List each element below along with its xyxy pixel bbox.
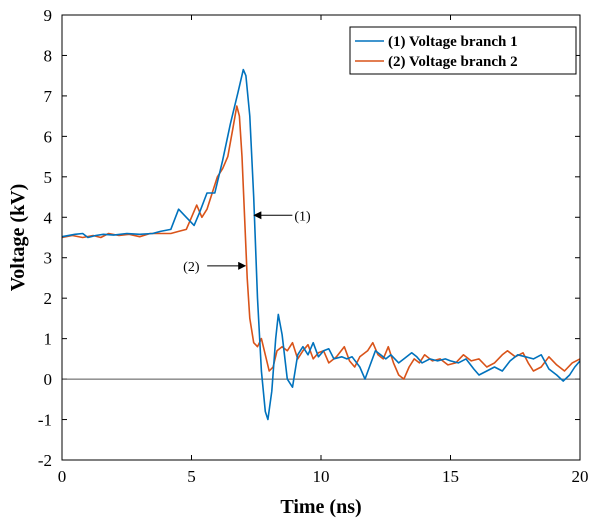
- y-tick-label: 1: [44, 330, 53, 349]
- x-tick-label: 20: [572, 467, 589, 486]
- x-tick-label: 10: [313, 467, 330, 486]
- annotation-layer: (1) (2): [183, 209, 311, 275]
- x-tick-label: 15: [442, 467, 459, 486]
- axis-ticks: 0 5 10 15 20 -2 -1 0 1 2 3 4 5 6 7 8 9: [38, 6, 589, 486]
- series-2-line: [61, 105, 581, 380]
- x-tick-label: 5: [187, 467, 196, 486]
- y-tick-label: 6: [44, 127, 53, 146]
- legend: (1) Voltage branch 1 (2) Voltage branch …: [349, 26, 577, 75]
- y-tick-label: 8: [44, 46, 53, 65]
- x-axis-label: Time (ns): [280, 496, 361, 518]
- legend-label-series-1: (1) Voltage branch 1: [388, 34, 518, 50]
- annotation-label: (1): [294, 209, 311, 224]
- legend-label-series-2: (2) Voltage branch 2: [388, 54, 518, 70]
- legend-box: [349, 26, 577, 75]
- series-1-line: [61, 68, 581, 421]
- y-tick-label: 3: [44, 249, 53, 268]
- series-layer: [61, 68, 581, 421]
- y-tick-label: 9: [44, 6, 53, 25]
- y-tick-label: 7: [44, 87, 53, 106]
- plot-frame: [61, 14, 581, 461]
- y-tick-label: 2: [44, 289, 53, 308]
- x-tick-label: 0: [58, 467, 67, 486]
- y-axis-label: Voltage (kV): [7, 184, 29, 292]
- y-tick-label: -1: [38, 411, 52, 430]
- y-tick-label: 0: [44, 370, 53, 389]
- y-tick-label: -2: [38, 451, 52, 470]
- y-tick-label: 5: [44, 168, 53, 187]
- annotation-label: (2): [183, 260, 200, 275]
- y-tick-label: 4: [44, 208, 53, 227]
